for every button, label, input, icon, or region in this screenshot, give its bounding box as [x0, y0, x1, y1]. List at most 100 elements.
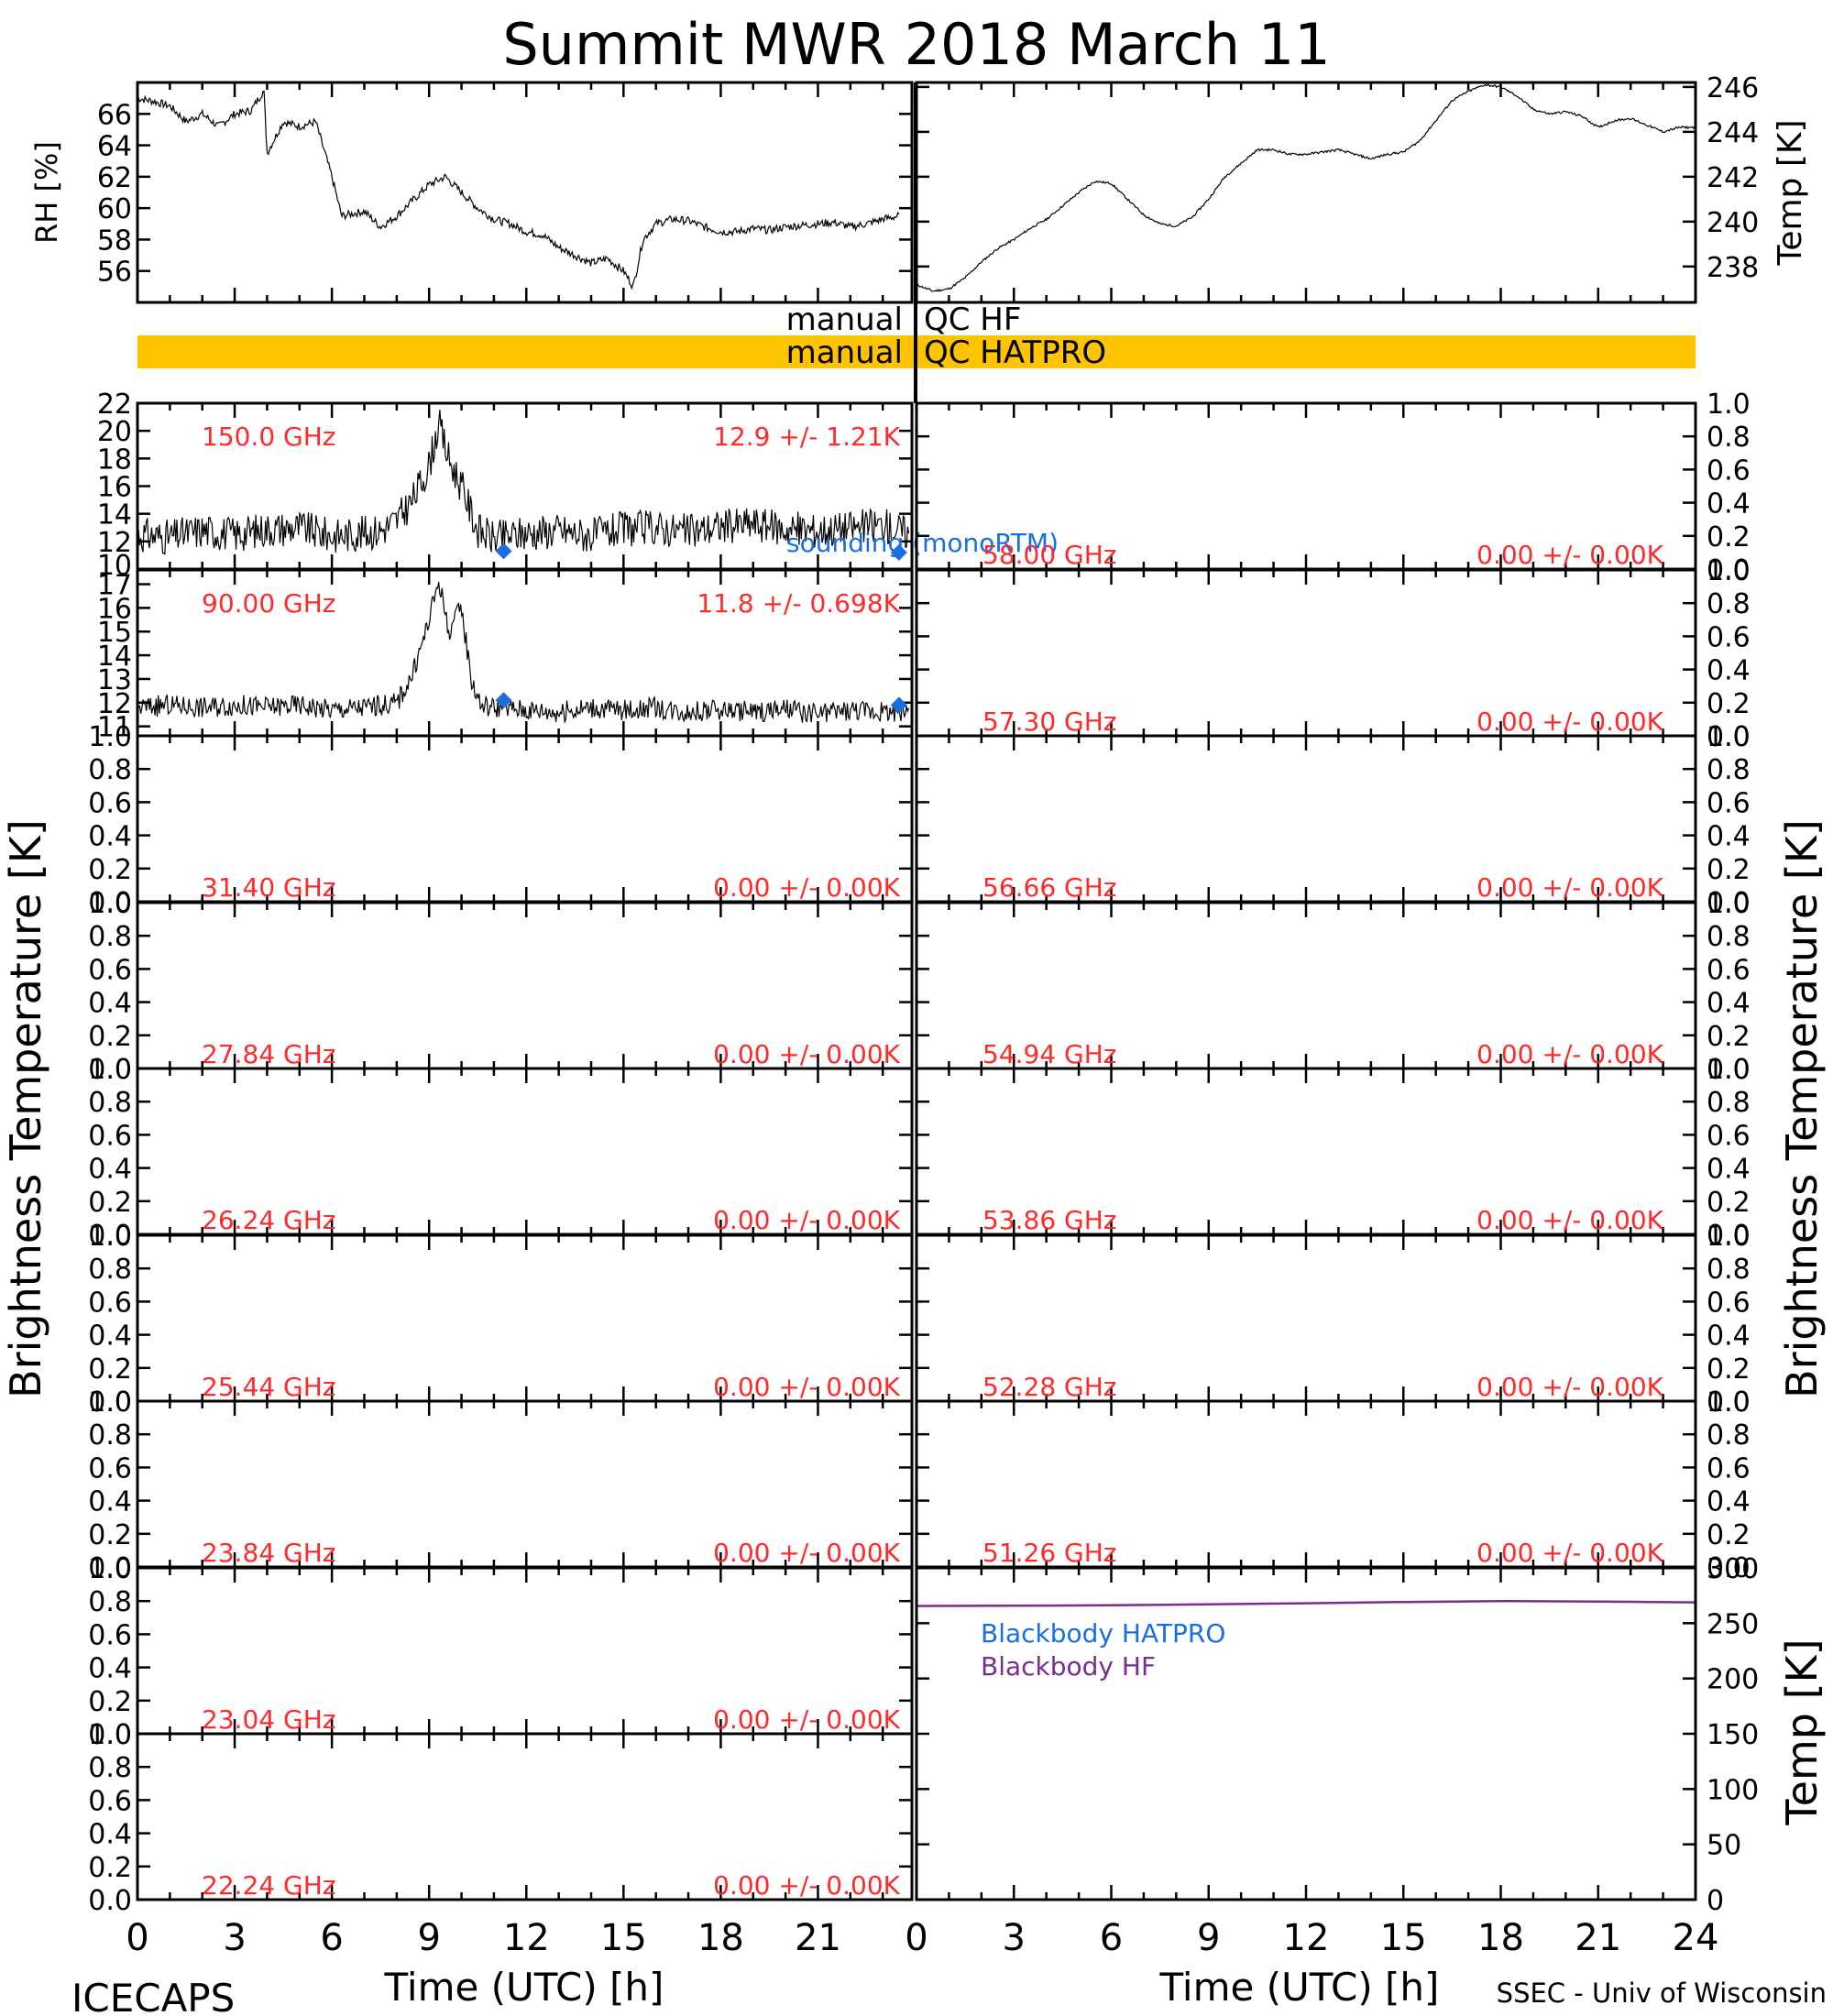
- y-tick-label: 1.0: [1707, 888, 1751, 920]
- y-tick-label: 1.0: [88, 1054, 132, 1086]
- y-tick-label: 0.0: [88, 1552, 132, 1584]
- y-tick-label: 0.6: [88, 1785, 132, 1817]
- y-tick-label: 1.0: [1707, 555, 1751, 587]
- y-tick-label: 16: [97, 472, 132, 504]
- tb-trace-tb90: [137, 582, 910, 724]
- x-tick-label-left: 9: [417, 1917, 440, 1959]
- y-tick-label: 0.2: [88, 1519, 132, 1551]
- bb-hf-line: [916, 1599, 1696, 1607]
- y-tick-label: 0.6: [88, 787, 132, 819]
- y-tick-label: 0.8: [88, 1419, 132, 1452]
- freq-label: 22.24 GHz: [202, 1870, 336, 1901]
- x-tick-label-left: 6: [320, 1917, 343, 1959]
- y-tick-label: 0.2: [1707, 854, 1751, 886]
- y-tick-label: 0.8: [88, 921, 132, 953]
- freq-label: 31.40 GHz: [202, 872, 336, 903]
- y-tick-label: 0.4: [1707, 1486, 1751, 1518]
- stats-label: 0.00 +/- 0.00K: [1476, 1205, 1663, 1235]
- x-tick-label-right: 15: [1380, 1917, 1427, 1959]
- stats-label: 0.00 +/- 0.00K: [713, 1870, 900, 1901]
- y-tick-label: 1.0: [88, 721, 132, 753]
- bb-axis-label: Temp [K]: [1777, 1638, 1827, 1825]
- y-tick-label: 0.6: [88, 1452, 132, 1485]
- y-tick-label: 16: [97, 593, 132, 625]
- y-tick-label: 0.2: [88, 854, 132, 886]
- y-tick-label: 0.6: [1707, 787, 1751, 819]
- tb-trace-tb150: [137, 410, 910, 555]
- y-tick-label: 1.0: [88, 1386, 132, 1419]
- freq-label: 58.00 GHz: [982, 540, 1117, 570]
- x-tick-label-left: 21: [795, 1917, 841, 1959]
- y-tick-label: 0.2: [88, 1021, 132, 1053]
- y-tick-label: 0.0: [88, 1719, 132, 1751]
- y-tick-label: 1.0: [88, 1553, 132, 1585]
- stats-label: 0.00 +/- 0.00K: [1476, 540, 1663, 570]
- stats-label: 0.00 +/- 0.00K: [1476, 1372, 1663, 1402]
- y-tick-label: 1.0: [88, 888, 132, 920]
- x-tick-label-left: 15: [600, 1917, 647, 1959]
- sounding-legend: sounding (monoRTM): [786, 528, 1059, 558]
- y-tick-label: 22: [97, 389, 132, 421]
- brightness-label-right: Brightness Temperature [K]: [1777, 819, 1827, 1398]
- y-tick-label: 0: [1707, 1885, 1724, 1917]
- y-tick-label: 60: [97, 193, 132, 225]
- stats-label: 0.00 +/- 0.00K: [713, 1372, 900, 1402]
- footer-left: ICECAPS: [71, 1976, 235, 2016]
- y-tick-label: 0.2: [1707, 1353, 1751, 1386]
- y-tick-label: 0.0: [88, 1220, 132, 1252]
- sounding-point: [890, 696, 907, 714]
- y-tick-label: 0.6: [88, 954, 132, 986]
- y-tick-label: 238: [1707, 252, 1759, 284]
- y-tick-label: 11: [97, 712, 132, 744]
- y-tick-label: 0.8: [1707, 921, 1751, 953]
- stats-label: 0.00 +/- 0.00K: [713, 1205, 900, 1235]
- y-tick-label: 0.8: [88, 1752, 132, 1784]
- rh-trace: [137, 90, 900, 290]
- y-tick-label: 0.0: [88, 1386, 132, 1419]
- y-tick-label: 1.0: [1707, 721, 1751, 753]
- y-tick-label: 242: [1707, 162, 1759, 194]
- sounding-point: [890, 543, 907, 561]
- freq-label: 57.30 GHz: [982, 707, 1117, 737]
- y-tick-label: 1.0: [88, 1221, 132, 1253]
- y-tick-label: 0.4: [88, 1154, 132, 1186]
- y-tick-label: 0.0: [88, 1885, 132, 1917]
- y-tick-label: 0.0: [1707, 1220, 1751, 1252]
- rh-axis-label: RH [%]: [29, 141, 64, 244]
- x-tick-label-right: 0: [905, 1917, 927, 1959]
- sounding-point: [495, 542, 512, 560]
- x-tick-label-right: 12: [1283, 1917, 1330, 1959]
- y-tick-label: 12: [97, 688, 132, 720]
- y-tick-label: 14: [97, 641, 132, 673]
- y-tick-label: 0.0: [1707, 721, 1751, 753]
- y-tick-label: 100: [1707, 1774, 1759, 1806]
- y-tick-label: 12: [97, 527, 132, 559]
- y-tick-label: 0.0: [1707, 1552, 1751, 1584]
- y-tick-label: 0.4: [1707, 821, 1751, 853]
- figure-title: Summit MWR 2018 March 11: [502, 11, 1330, 78]
- y-tick-label: 0.6: [88, 1120, 132, 1152]
- y-tick-label: 0.6: [1707, 1452, 1751, 1485]
- y-tick-label: 0.2: [1707, 688, 1751, 720]
- x-tick-label-left: 0: [126, 1917, 148, 1959]
- y-tick-label: 0.2: [1707, 1187, 1751, 1219]
- y-tick-label: 0.4: [88, 1486, 132, 1518]
- y-tick-label: 0.8: [88, 1586, 132, 1618]
- y-tick-label: 0.4: [88, 1320, 132, 1353]
- y-tick-label: 0.8: [1707, 422, 1751, 454]
- y-tick-label: 0.0: [1707, 1386, 1751, 1419]
- freq-label: 25.44 GHz: [202, 1372, 336, 1402]
- freq-label: 90.00 GHz: [202, 588, 336, 619]
- x-tick-label-right: 18: [1477, 1917, 1524, 1959]
- y-tick-label: 1.0: [88, 1719, 132, 1751]
- brightness-label-left: Brightness Temperature [K]: [1, 819, 50, 1398]
- y-tick-label: 244: [1707, 117, 1759, 149]
- y-tick-label: 0.0: [88, 887, 132, 919]
- y-tick-label: 246: [1707, 72, 1759, 104]
- freq-label: 26.24 GHz: [202, 1205, 336, 1235]
- stats-label: 0.00 +/- 0.00K: [713, 872, 900, 903]
- sounding-point: [495, 692, 512, 709]
- y-tick-label: 250: [1707, 1608, 1759, 1640]
- x-tick-label-right: 6: [1100, 1917, 1123, 1959]
